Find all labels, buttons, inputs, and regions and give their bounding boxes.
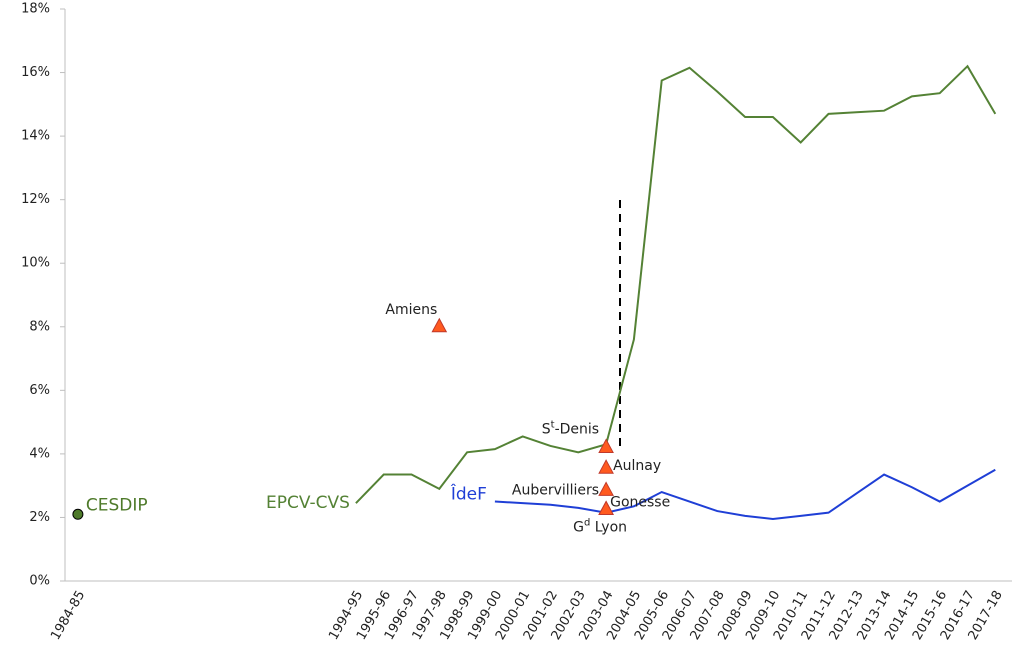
series-line — [355, 64, 997, 504]
series-line — [494, 468, 996, 521]
y-tick-label: 0% — [29, 574, 50, 589]
point-label: Gonesse — [610, 495, 670, 511]
point-label-part: Gonesse — [610, 495, 670, 511]
point-marker — [431, 317, 448, 333]
point-label-part: G — [573, 520, 584, 536]
point-label-part: Aulnay — [613, 458, 661, 474]
y-tick-label: 10% — [21, 256, 50, 271]
y-tick-label: 6% — [29, 383, 50, 398]
point-label-part: Amiens — [385, 302, 437, 318]
series-label: EPCV-CVS — [266, 493, 350, 513]
y-tick-label: 18% — [21, 2, 50, 17]
y-tick-label: 12% — [21, 192, 50, 207]
point-label: Aubervilliers — [512, 482, 599, 498]
y-tick-label: 16% — [21, 65, 50, 80]
point-marker — [598, 459, 614, 474]
point-label-part: t — [551, 419, 555, 430]
point-label-part: Lyon — [590, 520, 627, 536]
point-label: Aulnay — [613, 458, 661, 474]
y-tick-label: 4% — [29, 446, 50, 461]
x-tick-label: 1984-85 — [48, 588, 88, 643]
point-label: Amiens — [385, 302, 437, 318]
point-marker — [598, 481, 614, 496]
point-label-part: Aubervilliers — [512, 482, 599, 498]
point-marker — [598, 500, 614, 515]
point-label-part: S — [542, 422, 551, 438]
point-label-part: d — [584, 517, 590, 528]
y-tick-label: 8% — [29, 319, 50, 334]
point-marker — [598, 438, 614, 454]
point-marker — [72, 508, 84, 520]
series-label: CESDIP — [86, 495, 148, 515]
point-label: Gd Lyon — [573, 517, 627, 536]
y-tick-label: 14% — [21, 129, 50, 144]
point-label-part: -Denis — [555, 422, 600, 438]
y-tick-label: 2% — [29, 510, 50, 525]
series-label: ÎdeF — [450, 483, 487, 505]
point-label: St-Denis — [542, 419, 599, 438]
